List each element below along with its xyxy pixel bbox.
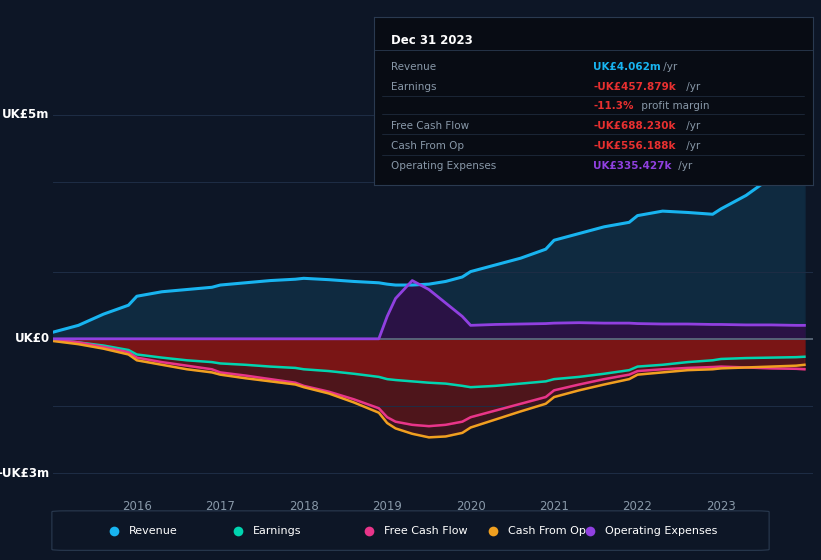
Text: /yr: /yr bbox=[683, 82, 700, 92]
Text: /yr: /yr bbox=[660, 62, 677, 72]
Text: -11.3%: -11.3% bbox=[594, 101, 634, 111]
Text: UK£0: UK£0 bbox=[15, 332, 49, 346]
Text: Earnings: Earnings bbox=[253, 526, 302, 535]
Text: Free Cash Flow: Free Cash Flow bbox=[391, 121, 470, 131]
Text: -UK£457.879k: -UK£457.879k bbox=[594, 82, 676, 92]
Text: UK£4.062m: UK£4.062m bbox=[594, 62, 661, 72]
Text: UK£335.427k: UK£335.427k bbox=[594, 161, 672, 171]
Text: /yr: /yr bbox=[676, 161, 693, 171]
Text: /yr: /yr bbox=[683, 141, 700, 151]
Text: Free Cash Flow: Free Cash Flow bbox=[384, 526, 468, 535]
Text: Revenue: Revenue bbox=[129, 526, 178, 535]
Text: -UK£3m: -UK£3m bbox=[0, 466, 49, 480]
Text: /yr: /yr bbox=[683, 121, 700, 131]
Text: Cash From Op: Cash From Op bbox=[508, 526, 586, 535]
Text: Cash From Op: Cash From Op bbox=[391, 141, 464, 151]
Text: Revenue: Revenue bbox=[391, 62, 436, 72]
Text: -UK£688.230k: -UK£688.230k bbox=[594, 121, 676, 131]
Text: -UK£556.188k: -UK£556.188k bbox=[594, 141, 676, 151]
Text: Earnings: Earnings bbox=[391, 82, 437, 92]
Text: UK£5m: UK£5m bbox=[2, 108, 49, 122]
Text: Operating Expenses: Operating Expenses bbox=[391, 161, 497, 171]
Text: profit margin: profit margin bbox=[638, 101, 709, 111]
Text: Dec 31 2023: Dec 31 2023 bbox=[391, 34, 473, 46]
Text: Operating Expenses: Operating Expenses bbox=[605, 526, 718, 535]
